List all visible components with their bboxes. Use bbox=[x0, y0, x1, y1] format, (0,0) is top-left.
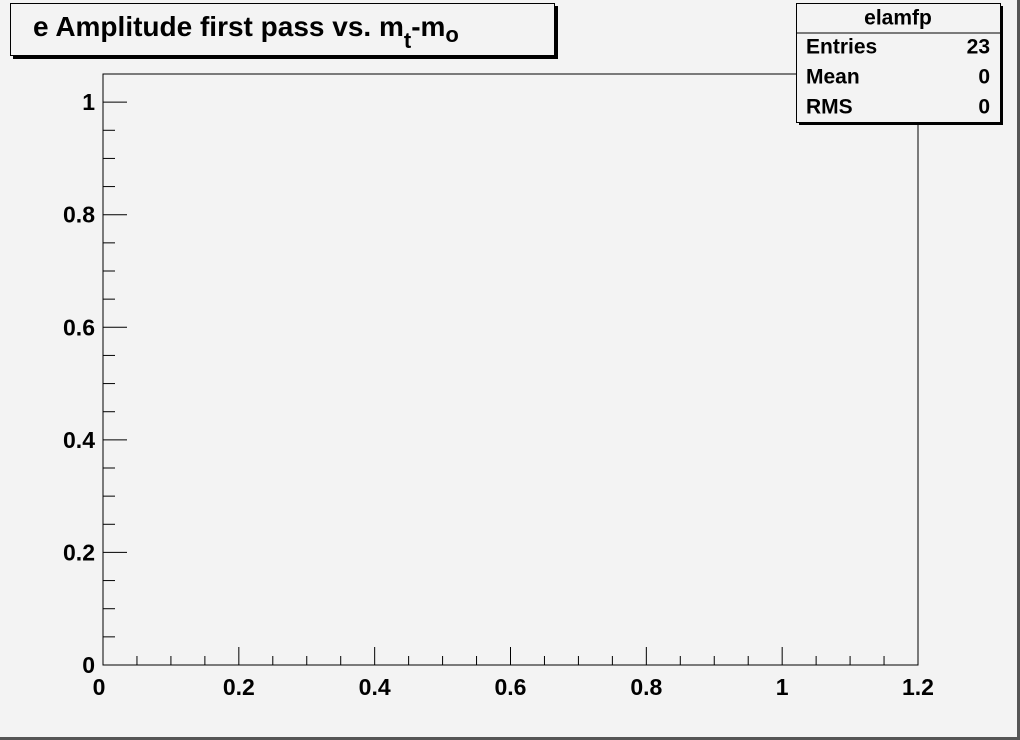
stats-label: RMS bbox=[806, 96, 853, 119]
y-tick-label: 0.2 bbox=[63, 539, 95, 565]
y-tick-label: 0 bbox=[82, 652, 95, 678]
title-text: e Amplitude first pass vs. m bbox=[33, 11, 404, 42]
x-tick-label: 0.6 bbox=[495, 674, 527, 700]
stats-name: elamfp bbox=[864, 7, 932, 30]
stats-value: 0 bbox=[978, 96, 990, 119]
y-tick-label: 0.6 bbox=[63, 314, 95, 340]
title-frame bbox=[10, 3, 555, 56]
y-tick-label: 0.4 bbox=[63, 427, 95, 453]
title-text: -m bbox=[411, 11, 445, 42]
x-tick-label: 0.8 bbox=[630, 674, 662, 700]
x-tick-label: 1.2 bbox=[902, 674, 934, 700]
y-tick-label: 0.8 bbox=[63, 202, 95, 228]
title-subscript: t bbox=[404, 28, 412, 53]
stats-label: Mean bbox=[806, 66, 860, 89]
stats-value: 23 bbox=[967, 36, 990, 59]
x-tick-label: 0 bbox=[93, 674, 106, 700]
stats-value: 0 bbox=[978, 66, 990, 89]
title-subscript: o bbox=[445, 22, 458, 47]
x-tick-label: 0.2 bbox=[223, 674, 255, 700]
title-box: e Amplitude first pass vs. mt-mo bbox=[10, 3, 558, 59]
stats-label: Entries bbox=[806, 36, 877, 59]
x-tick-label: 0.4 bbox=[359, 674, 391, 700]
chart-title: e Amplitude first pass vs. mt-mo bbox=[33, 11, 459, 53]
x-tick-label: 1 bbox=[776, 674, 789, 700]
stats-box: elamfp Entries 23 Mean 0 RMS 0 bbox=[796, 3, 1003, 125]
stats-frame bbox=[796, 3, 1001, 123]
y-tick-label: 1 bbox=[82, 89, 95, 115]
